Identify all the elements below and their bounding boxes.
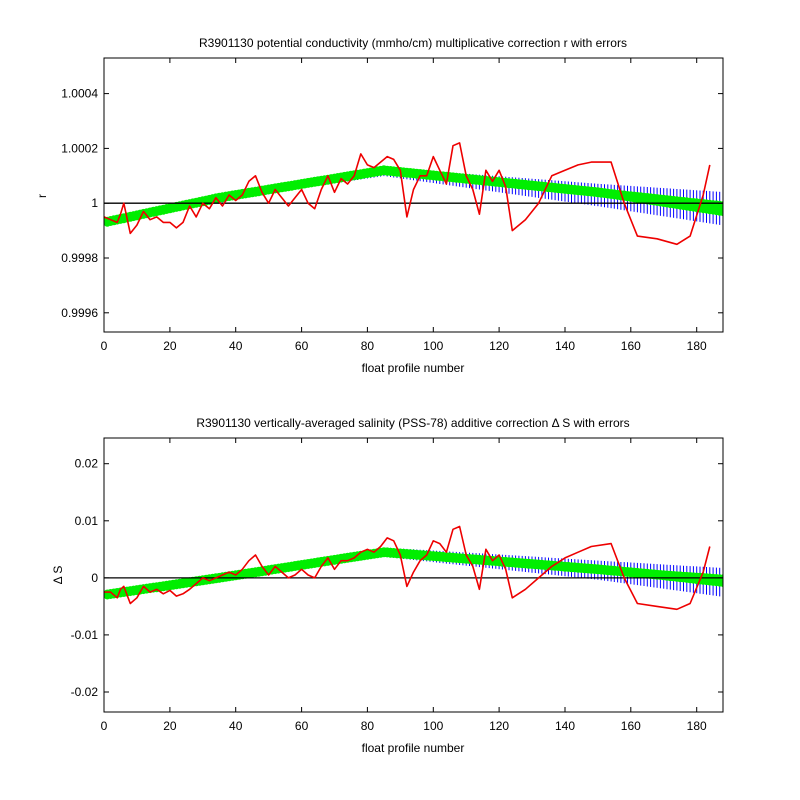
x-tick-label: 60	[295, 719, 309, 733]
plot-area	[104, 525, 723, 611]
x-axis-label: float profile number	[362, 741, 465, 755]
x-tick-label: 100	[423, 719, 443, 733]
x-tick-label: 140	[555, 339, 575, 353]
x-tick-label: 0	[101, 339, 108, 353]
x-tick-label: 60	[295, 339, 309, 353]
x-tick-label: 0	[101, 719, 108, 733]
chart-bottom: R3901130 vertically-averaged salinity (P…	[51, 416, 724, 755]
y-axis-label: Δ S	[51, 566, 65, 585]
x-tick-label: 140	[555, 719, 575, 733]
x-tick-label: 160	[621, 339, 641, 353]
y-tick-label: -0.02	[71, 685, 99, 699]
x-tick-label: 40	[229, 719, 243, 733]
x-tick-label: 120	[489, 339, 509, 353]
x-tick-label: 20	[163, 719, 177, 733]
x-tick-label: 100	[423, 339, 443, 353]
y-axis-label: r	[35, 194, 49, 198]
x-tick-label: 80	[361, 719, 375, 733]
x-tick-label: 160	[621, 719, 641, 733]
x-tick-label: 180	[687, 339, 707, 353]
y-tick-label: 0.9996	[61, 306, 98, 320]
x-tick-label: 120	[489, 719, 509, 733]
raw-series-line	[104, 525, 711, 611]
fit-point	[718, 201, 723, 217]
y-tick-label: 0.02	[75, 457, 99, 471]
x-tick-label: 80	[361, 339, 375, 353]
x-tick-label: 20	[163, 339, 177, 353]
y-tick-label: 0.9998	[61, 251, 98, 265]
x-tick-label: 40	[229, 339, 243, 353]
y-tick-label: -0.01	[71, 628, 99, 642]
plot-frame	[103, 437, 724, 713]
y-tick-label: 0.01	[75, 514, 99, 528]
y-tick-label: 1.0004	[61, 87, 98, 101]
x-axis-label: float profile number	[362, 361, 465, 375]
plot-frame	[103, 57, 724, 333]
y-tick-label: 1.0002	[61, 141, 98, 155]
chart-title: R3901130 vertically-averaged salinity (P…	[196, 416, 629, 430]
chart-top: R3901130 potential conductivity (mmho/cm…	[35, 36, 724, 375]
x-tick-label: 180	[687, 719, 707, 733]
plot-area	[104, 142, 723, 246]
y-tick-label: 0	[91, 571, 98, 585]
chart-title: R3901130 potential conductivity (mmho/cm…	[199, 36, 627, 50]
y-tick-label: 1	[91, 196, 98, 210]
raw-series-line	[104, 142, 711, 246]
